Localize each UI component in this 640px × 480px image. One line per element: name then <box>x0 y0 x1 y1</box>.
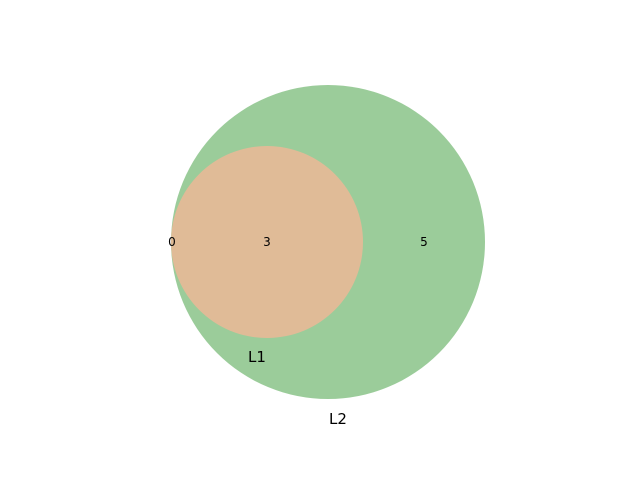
set-l1-label: L1 <box>248 348 266 366</box>
region-only-l1-count: 0 <box>168 235 176 249</box>
set-l2-label: L2 <box>329 410 347 428</box>
region-intersection-count: 3 <box>263 235 271 249</box>
region-only-l2-count: 5 <box>420 235 428 249</box>
set-l1-circle <box>171 146 363 338</box>
